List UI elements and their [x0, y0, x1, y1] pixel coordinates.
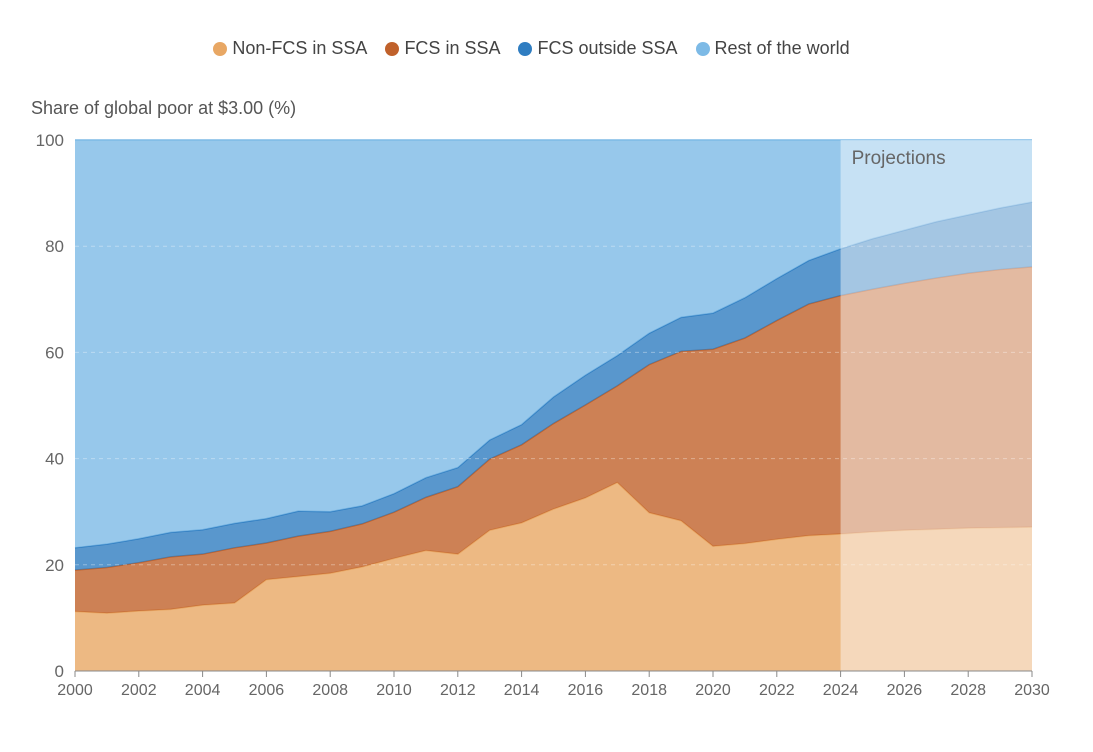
projection-shade	[840, 140, 1032, 671]
y-tick-label: 100	[36, 131, 64, 150]
area-fcs-in-ssa[interactable]	[75, 266, 1032, 614]
x-tick-label: 2030	[1014, 682, 1050, 699]
axes-group: 2000 2002 2004 2006 2008 2010 2012 2014 2016 2018…	[57, 670, 1050, 699]
x-tick-label: 2016	[568, 682, 604, 699]
legend-swatch-fcs-in-ssa	[385, 41, 400, 56]
x-tick-label: 2008	[312, 682, 348, 699]
legend-label: FCS in SSA	[404, 38, 501, 58]
legend-label: FCS outside SSA	[537, 38, 678, 58]
area-non-fcs-in-ssa[interactable]	[75, 482, 1032, 672]
legend-swatch-fcs-outside-ssa	[518, 41, 533, 56]
x-tick-label: 2004	[185, 682, 221, 699]
y-tick-label: 20	[45, 556, 64, 575]
gridlines-group: 0 20 40 60 80 100	[36, 131, 1032, 681]
legend-item-fcs-in-ssa[interactable]: FCS in SSA	[385, 38, 500, 59]
legend-label: Non-FCS in SSA	[232, 38, 368, 58]
area-rest-of-the-world[interactable]	[75, 140, 1032, 548]
x-tick-label: 2022	[759, 682, 795, 699]
area-fcs-outside-ssa[interactable]	[75, 202, 1032, 571]
area-series-group	[74, 139, 1033, 672]
x-tick-label: 2014	[504, 682, 540, 699]
x-tick-label: 2012	[440, 682, 476, 699]
legend-item-fcs-outside-ssa[interactable]: FCS outside SSA	[518, 38, 678, 59]
y-tick-label: 40	[45, 450, 64, 469]
chart-legend: Non-FCS in SSA FCS in SSA FCS outside SSA R…	[0, 38, 1063, 59]
x-tick-label: 2026	[887, 682, 923, 699]
x-tick-label: 2018	[631, 682, 667, 699]
y-axis-title: Share of global poor at $3.00 (%)	[31, 98, 297, 118]
x-tick-label: 2028	[950, 682, 986, 699]
x-tick-label: 2020	[695, 682, 731, 699]
x-tick-label: 2000	[57, 682, 93, 699]
x-tick-label: 2024	[823, 682, 859, 699]
projection-label: Projections	[852, 148, 946, 169]
y-tick-label: 80	[45, 237, 64, 256]
legend-swatch-non-fcs-in-ssa	[213, 41, 228, 56]
legend-item-non-fcs-in-ssa[interactable]: Non-FCS in SSA	[213, 38, 367, 59]
legend-swatch-rest-of-the-world	[695, 41, 710, 56]
y-tick-label: 0	[55, 662, 64, 681]
x-tick-label: 2010	[376, 682, 412, 699]
y-tick-label: 60	[45, 343, 64, 362]
x-tick-label: 2006	[249, 682, 285, 699]
projection-overlay-group: Projections	[840, 140, 1032, 671]
legend-label: Rest of the world	[714, 38, 850, 58]
x-tick-label: 2002	[121, 682, 157, 699]
legend-item-rest-of-the-world[interactable]: Rest of the world	[695, 38, 850, 59]
